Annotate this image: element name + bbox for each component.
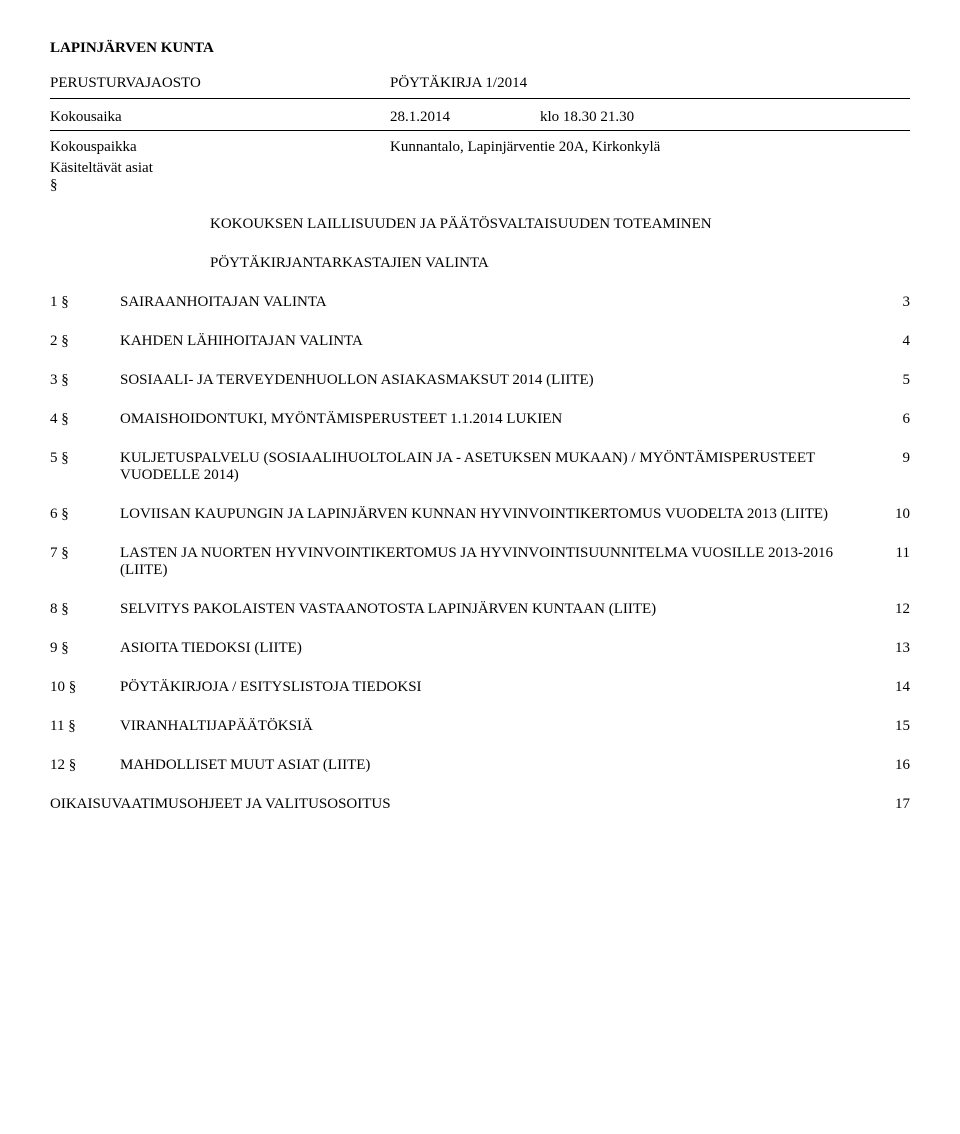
agenda-text: PÖYTÄKIRJOJA / ESITYSLISTOJA TIEDOKSI [120,679,870,696]
agenda-text: SAIRAANHOITAJAN VALINTA [120,294,870,311]
meeting-time-label: Kokousaika [50,109,390,126]
divider-top [50,98,910,99]
agenda-number: 9 § [50,640,120,657]
agenda-text: MAHDOLLISET MUUT ASIAT (LIITE) [120,757,870,774]
agenda-text: SOSIAALI- JA TERVEYDENHUOLLON ASIAKASMAK… [120,372,870,389]
meeting-time-row: Kokousaika 28.1.2014 klo 18.30 21.30 [50,109,910,126]
agenda-page: 15 [870,718,910,735]
agenda-text: SELVITYS PAKOLAISTEN VASTAANOTOSTA LAPIN… [120,601,870,618]
meeting-place-value: Kunnantalo, Lapinjärventie 20A, Kirkonky… [390,139,660,156]
agenda-row: 7 §LASTEN JA NUORTEN HYVINVOINTIKERTOMUS… [50,545,910,579]
footer-text: OIKAISUVAATIMUSOHJEET JA VALITUSOSOITUS [50,796,870,813]
agenda-text: OMAISHOIDONTUKI, MYÖNTÄMISPERUSTEET 1.1.… [120,411,870,428]
agenda-page: 11 [870,545,910,562]
agenda-text: VIRANHALTIJAPÄÄTÖKSIÄ [120,718,870,735]
committee-row: PERUSTURVAJAOSTO PÖYTÄKIRJA 1/2014 [50,75,910,92]
agenda-number: 8 § [50,601,120,618]
agenda-number: 5 § [50,450,120,467]
meeting-place-row: Kokouspaikka Kunnantalo, Lapinjärventie … [50,139,910,156]
agenda-page: 12 [870,601,910,618]
agenda-row: 8 §SELVITYS PAKOLAISTEN VASTAANOTOSTA LA… [50,601,910,618]
divider-mid [50,130,910,131]
agenda-text: KAHDEN LÄHIHOITAJAN VALINTA [120,333,870,350]
footer-page: 17 [870,796,910,813]
agenda-text: ASIOITA TIEDOKSI (LIITE) [120,640,870,657]
meeting-clock: klo 18.30 21.30 [540,109,910,126]
agenda-text: LASTEN JA NUORTEN HYVINVOINTIKERTOMUS JA… [120,545,870,579]
agenda-number: 6 § [50,506,120,523]
agenda-text: KULJETUSPALVELU (SOSIAALIHUOLTOLAIN JA -… [120,450,870,484]
agenda-row: 10 §PÖYTÄKIRJOJA / ESITYSLISTOJA TIEDOKS… [50,679,910,696]
agenda-row: 3 §SOSIAALI- JA TERVEYDENHUOLLON ASIAKAS… [50,372,910,389]
agenda-row: 12 §MAHDOLLISET MUUT ASIAT (LIITE)16 [50,757,910,774]
agenda-page: 6 [870,411,910,428]
agenda-text: LOVIISAN KAUPUNGIN JA LAPINJÄRVEN KUNNAN… [120,506,870,523]
agenda-number: 7 § [50,545,120,562]
document-type: PÖYTÄKIRJA 1/2014 [390,75,910,92]
agenda-number: 4 § [50,411,120,428]
preamble-line-1: KOKOUKSEN LAILLISUUDEN JA PÄÄTÖSVALTAISU… [210,216,910,233]
meeting-date: 28.1.2014 [390,109,540,126]
agenda-number: 2 § [50,333,120,350]
agenda-row: 11 §VIRANHALTIJAPÄÄTÖKSIÄ15 [50,718,910,735]
agenda-row: 6 §LOVIISAN KAUPUNGIN JA LAPINJÄRVEN KUN… [50,506,910,523]
meeting-place-label: Kokouspaikka [50,139,390,156]
agenda-row: 9 §ASIOITA TIEDOKSI (LIITE)13 [50,640,910,657]
footer-row: OIKAISUVAATIMUSOHJEET JA VALITUSOSOITUS … [50,796,910,813]
agenda-page: 5 [870,372,910,389]
agenda-number: 3 § [50,372,120,389]
agenda-number: 1 § [50,294,120,311]
agenda-number: 12 § [50,757,120,774]
agenda-page: 13 [870,640,910,657]
agenda-row: 1 §SAIRAANHOITAJAN VALINTA3 [50,294,910,311]
municipality-name: LAPINJÄRVEN KUNTA [50,40,910,57]
items-label: Käsiteltävät asiat [50,160,910,177]
agenda-row: 5 §KULJETUSPALVELU (SOSIAALIHUOLTOLAIN J… [50,450,910,484]
preamble-line-2: PÖYTÄKIRJANTARKASTAJIEN VALINTA [210,255,910,272]
agenda-page: 4 [870,333,910,350]
agenda-number: 11 § [50,718,120,735]
agenda-row: 2 §KAHDEN LÄHIHOITAJAN VALINTA4 [50,333,910,350]
agenda-page: 9 [870,450,910,467]
agenda-page: 10 [870,506,910,523]
agenda-page: 3 [870,294,910,311]
agenda-page: 14 [870,679,910,696]
committee-name: PERUSTURVAJAOSTO [50,75,390,92]
agenda-number: 10 § [50,679,120,696]
agenda-row: 4 §OMAISHOIDONTUKI, MYÖNTÄMISPERUSTEET 1… [50,411,910,428]
agenda-page: 16 [870,757,910,774]
section-mark: § [50,177,910,194]
